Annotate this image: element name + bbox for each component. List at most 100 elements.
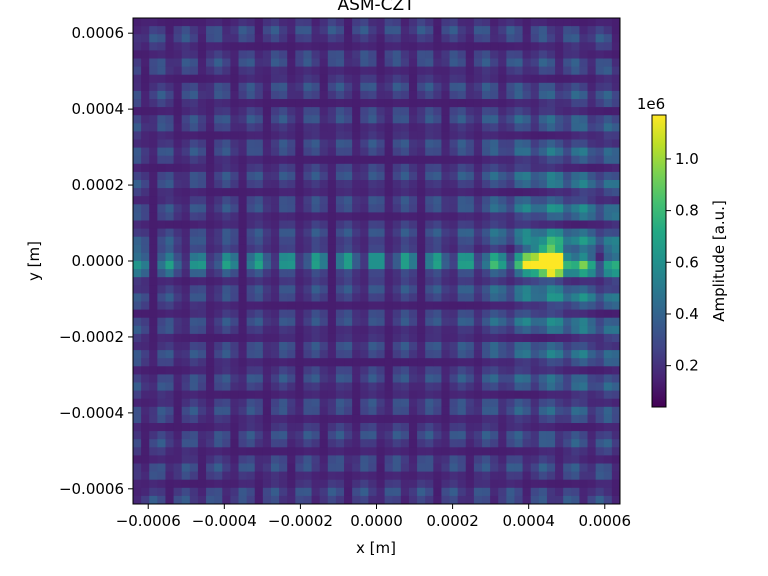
heatmap-cell [482,406,491,416]
heatmap-cell [181,212,191,222]
heatmap-cell [522,155,532,165]
heatmap-cell [246,50,256,60]
heatmap-cell [173,455,183,465]
heatmap-cell [189,18,199,27]
heatmap-cell [571,74,581,84]
heatmap-cell [522,58,532,68]
heatmap-cell [262,309,272,319]
heatmap-cell [295,99,305,108]
heatmap-cell [157,82,167,92]
heatmap-cell [230,301,240,311]
heatmap-cell [287,204,296,213]
heatmap-cell [400,374,410,384]
heatmap-cell [335,139,345,149]
heatmap-cell [287,180,296,189]
heatmap-cell [587,66,597,76]
heatmap-cell [344,301,353,311]
heatmap-cell [595,204,605,213]
heatmap-cell [246,220,256,230]
heatmap-cell [262,180,272,189]
heatmap-cell [603,261,613,270]
heatmap-cell [376,50,386,60]
x-tick-label: −0.0006 [116,512,181,530]
heatmap-cell [352,382,361,392]
heatmap-cell [579,269,589,278]
heatmap-cell [335,34,345,43]
heatmap-cell [571,34,581,43]
heatmap-cell [538,471,548,481]
heatmap-cell [384,212,394,222]
heatmap-cell [417,455,426,465]
heatmap-cell [360,406,369,416]
heatmap-cell [189,382,199,392]
heatmap-cell [595,285,605,294]
heatmap-cell [555,333,564,343]
heatmap-cell [563,463,572,473]
heatmap-cell [295,455,305,465]
heatmap-cell [473,50,483,60]
heatmap-cell [587,139,597,149]
heatmap-cell [149,107,158,116]
heatmap-cell [262,487,272,497]
heatmap-cell [335,495,345,504]
heatmap-cell [571,423,581,432]
heatmap-cell [425,123,434,132]
heatmap-cell [149,309,158,319]
heatmap-cell [295,220,305,230]
heatmap-cell [506,366,516,375]
heatmap-cell [335,342,345,351]
heatmap-cell [279,366,288,375]
heatmap-cell [482,423,491,432]
heatmap-cell [230,471,240,481]
heatmap-cell [425,495,434,504]
x-tick-label: 0.0002 [426,512,479,530]
heatmap-cell [441,398,451,408]
heatmap-cell [433,358,443,367]
heatmap-cell [279,301,288,311]
heatmap-cell [319,228,329,238]
heatmap-cell [270,163,280,173]
heatmap-cell [344,374,353,384]
heatmap-cell [303,99,313,108]
heatmap-cell [173,236,183,246]
heatmap-cell [555,155,564,165]
heatmap-cell [165,236,175,246]
heatmap-cell [384,423,394,432]
heatmap-cell [482,212,491,222]
heatmap-cell [498,90,507,100]
heatmap-cell [514,309,524,319]
heatmap-cell [392,269,402,278]
heatmap-cell [279,309,288,319]
heatmap-cell [506,155,516,165]
heatmap-cell [319,447,329,456]
heatmap-cell [189,366,199,375]
heatmap-cell [392,99,402,108]
heatmap-cell [408,171,418,181]
heatmap-cell [449,495,459,504]
heatmap-cell [254,163,264,173]
heatmap-cell [595,107,605,116]
heatmap-cell [181,123,191,132]
heatmap-cell [603,139,613,149]
heatmap-cell [441,252,451,262]
heatmap-cell [465,423,475,432]
heatmap-cell [571,317,581,327]
heatmap-cell [206,455,215,465]
heatmap-cell [141,285,150,294]
heatmap-cell [571,325,581,335]
heatmap-cell [214,366,223,375]
heatmap-cell [189,398,199,408]
heatmap-cell [425,479,434,489]
heatmap-cell [133,66,142,76]
heatmap-cell [498,463,507,473]
heatmap-cell [279,269,288,278]
heatmap-cell [603,269,613,278]
heatmap-cell [473,285,483,294]
heatmap-cell [197,99,207,108]
heatmap-cell [490,66,499,76]
heatmap-cell [279,285,288,294]
heatmap-cell [287,50,296,60]
heatmap-cell [457,382,467,392]
heatmap-cell [546,244,556,254]
